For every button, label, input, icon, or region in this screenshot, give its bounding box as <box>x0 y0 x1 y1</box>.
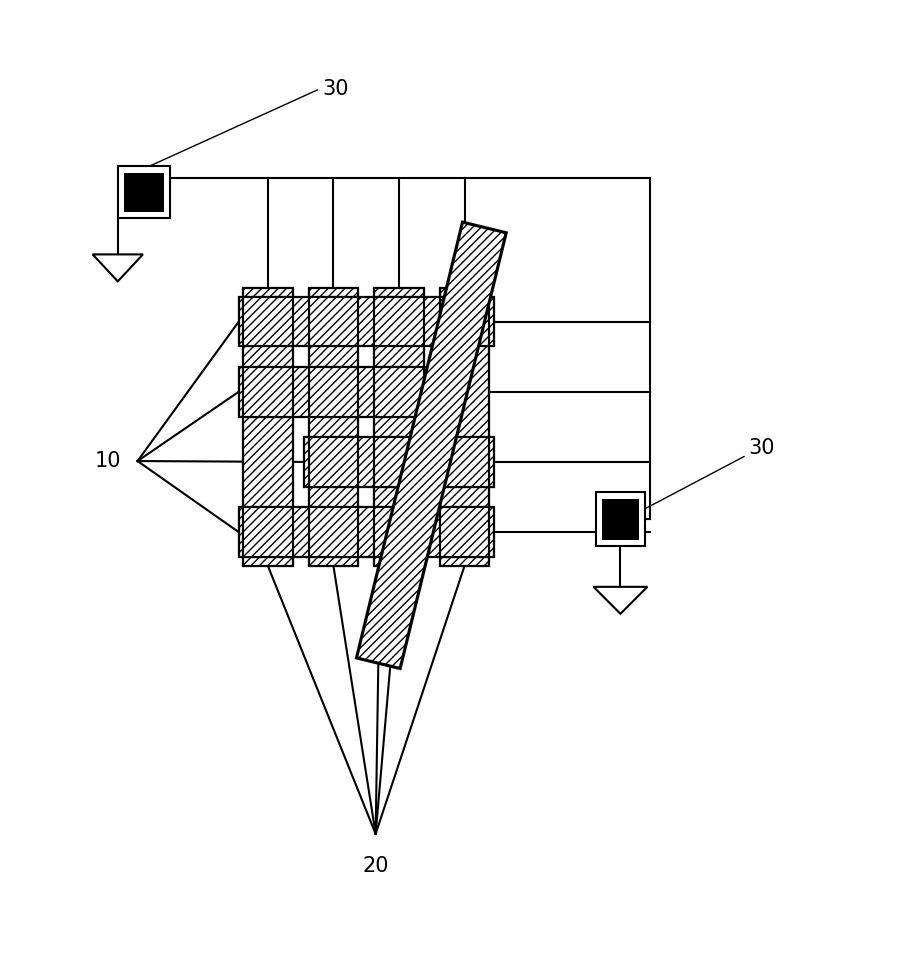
Bar <box>374 508 424 556</box>
Bar <box>440 288 489 566</box>
Bar <box>238 297 493 346</box>
Bar <box>243 297 293 346</box>
Bar <box>238 297 493 346</box>
Polygon shape <box>356 223 506 669</box>
Bar <box>308 297 358 346</box>
Bar <box>308 508 358 556</box>
Bar <box>238 367 428 417</box>
Bar <box>308 288 358 566</box>
Bar <box>308 367 358 417</box>
Bar <box>374 288 424 566</box>
Bar <box>374 437 424 487</box>
Bar <box>117 166 170 219</box>
Bar <box>440 508 489 556</box>
Bar <box>440 297 489 346</box>
Bar <box>308 288 358 566</box>
Bar <box>440 437 489 487</box>
Bar <box>440 297 489 346</box>
Bar <box>374 288 424 566</box>
Text: 20: 20 <box>362 856 388 876</box>
Bar <box>440 508 489 556</box>
Bar <box>374 367 424 417</box>
Bar <box>304 437 493 487</box>
Bar <box>440 288 489 566</box>
Bar <box>374 297 424 346</box>
Bar <box>238 297 493 346</box>
Bar <box>308 437 358 487</box>
Bar <box>601 499 638 540</box>
Bar <box>238 367 428 417</box>
Bar <box>238 508 493 556</box>
Bar <box>374 297 424 346</box>
Polygon shape <box>92 255 143 281</box>
Bar <box>374 367 424 417</box>
Bar <box>440 437 489 487</box>
Bar <box>308 367 358 417</box>
Bar <box>243 367 293 417</box>
Bar <box>243 508 293 556</box>
Bar <box>243 288 293 566</box>
Bar <box>374 508 424 556</box>
Bar <box>238 367 428 417</box>
Bar <box>308 508 358 556</box>
Bar <box>308 508 358 556</box>
Bar <box>243 288 293 566</box>
Bar <box>440 288 489 566</box>
Text: 30: 30 <box>321 79 348 100</box>
Bar <box>124 173 163 212</box>
Bar <box>243 288 293 566</box>
Bar <box>374 367 424 417</box>
Bar <box>440 288 489 566</box>
Bar <box>308 437 358 487</box>
Bar <box>374 437 424 487</box>
Bar <box>374 288 424 566</box>
Bar <box>308 367 358 417</box>
Bar <box>308 297 358 346</box>
Bar <box>440 297 489 346</box>
Bar <box>308 437 358 487</box>
Bar <box>374 288 424 566</box>
Bar <box>243 367 293 417</box>
Bar <box>238 367 428 417</box>
Bar <box>374 297 424 346</box>
Bar <box>308 297 358 346</box>
Bar <box>304 437 493 487</box>
Bar <box>243 367 293 417</box>
Bar <box>243 297 293 346</box>
Bar <box>440 508 489 556</box>
Bar <box>308 288 358 566</box>
Bar <box>374 437 424 487</box>
Bar <box>238 297 493 346</box>
Text: 10: 10 <box>95 451 121 471</box>
Bar <box>308 288 358 566</box>
Bar <box>243 288 293 566</box>
Polygon shape <box>593 587 647 614</box>
Bar <box>238 508 493 556</box>
Bar <box>595 493 645 547</box>
Bar <box>304 437 493 487</box>
Bar <box>243 297 293 346</box>
Bar <box>440 437 489 487</box>
Bar <box>374 508 424 556</box>
Text: 30: 30 <box>748 437 774 458</box>
Bar <box>243 508 293 556</box>
Bar <box>304 437 493 487</box>
Bar <box>243 508 293 556</box>
Bar <box>238 508 493 556</box>
Bar <box>238 508 493 556</box>
